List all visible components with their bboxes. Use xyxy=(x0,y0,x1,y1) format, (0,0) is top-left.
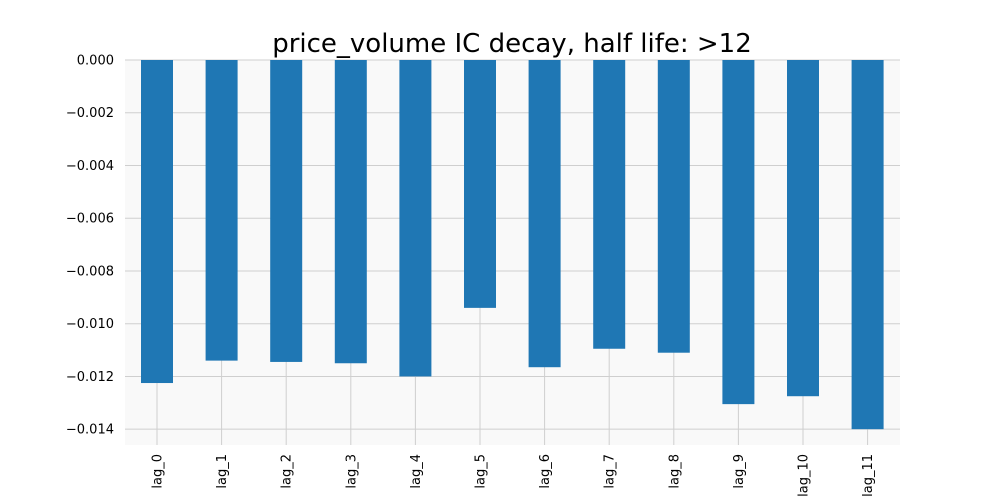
bar-lag-8 xyxy=(657,60,690,353)
bar-lag-6 xyxy=(528,60,561,368)
x-tick-label: lag_10 xyxy=(797,454,812,497)
y-tick-label: −0.002 xyxy=(66,106,114,121)
bar-lag-7 xyxy=(593,60,626,349)
x-tick-label: lag_1 xyxy=(215,454,230,489)
x-tick-label: lag_2 xyxy=(280,454,295,489)
y-tick-label: −0.004 xyxy=(66,159,114,174)
bar-lag-10 xyxy=(787,60,819,397)
chart-title: price_volume IC decay, half life: >12 xyxy=(272,29,752,59)
y-tick-label: −0.012 xyxy=(66,370,114,385)
y-tick-label: 0.000 xyxy=(77,54,114,69)
bar-lag-4 xyxy=(399,60,432,377)
y-axis: 0.000 −0.002 −0.004 −0.006 −0.008 −0.010 −0.01… xyxy=(66,54,114,438)
bar-lag-3 xyxy=(334,60,367,364)
x-tick-label: lag_5 xyxy=(474,454,489,489)
x-tick-label: lag_8 xyxy=(667,454,682,489)
x-tick-label: lag_7 xyxy=(603,454,618,489)
bar-lag-0 xyxy=(141,60,173,384)
bar-lag-5 xyxy=(464,60,496,308)
x-tick-label: lag_11 xyxy=(861,454,876,497)
x-tick-label: lag_9 xyxy=(732,454,747,489)
y-tick-label: −0.006 xyxy=(66,212,114,227)
x-axis: lag_0 lag_1 lag_2 lag_3 lag_4 lag_5 lag_6 lag_7… xyxy=(151,454,877,497)
x-tick-label: lag_6 xyxy=(538,454,553,489)
bar-lag-11 xyxy=(851,60,884,430)
y-tick-label: −0.010 xyxy=(66,317,114,332)
y-tick-label: −0.008 xyxy=(66,264,114,279)
bars-layer xyxy=(141,60,884,430)
y-tick-label: −0.014 xyxy=(66,423,114,438)
plot-area xyxy=(125,60,900,445)
bar-lag-9 xyxy=(722,60,755,405)
bar-lag-1 xyxy=(205,60,238,361)
x-tick-label: lag_3 xyxy=(344,454,359,489)
bar-lag-2 xyxy=(270,60,303,362)
x-tick-label: lag_0 xyxy=(151,454,166,489)
x-tick-label: lag_4 xyxy=(409,454,424,489)
